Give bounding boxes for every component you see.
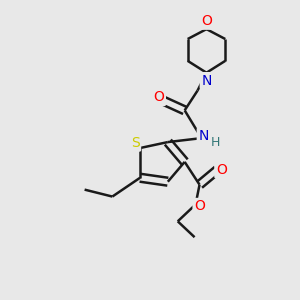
Text: O: O [216, 163, 227, 177]
Text: N: N [198, 129, 209, 143]
Text: O: O [201, 14, 212, 28]
Text: N: N [201, 74, 212, 88]
Text: O: O [154, 91, 164, 104]
Text: O: O [194, 200, 205, 214]
Text: S: S [131, 136, 140, 150]
Text: H: H [211, 136, 220, 148]
